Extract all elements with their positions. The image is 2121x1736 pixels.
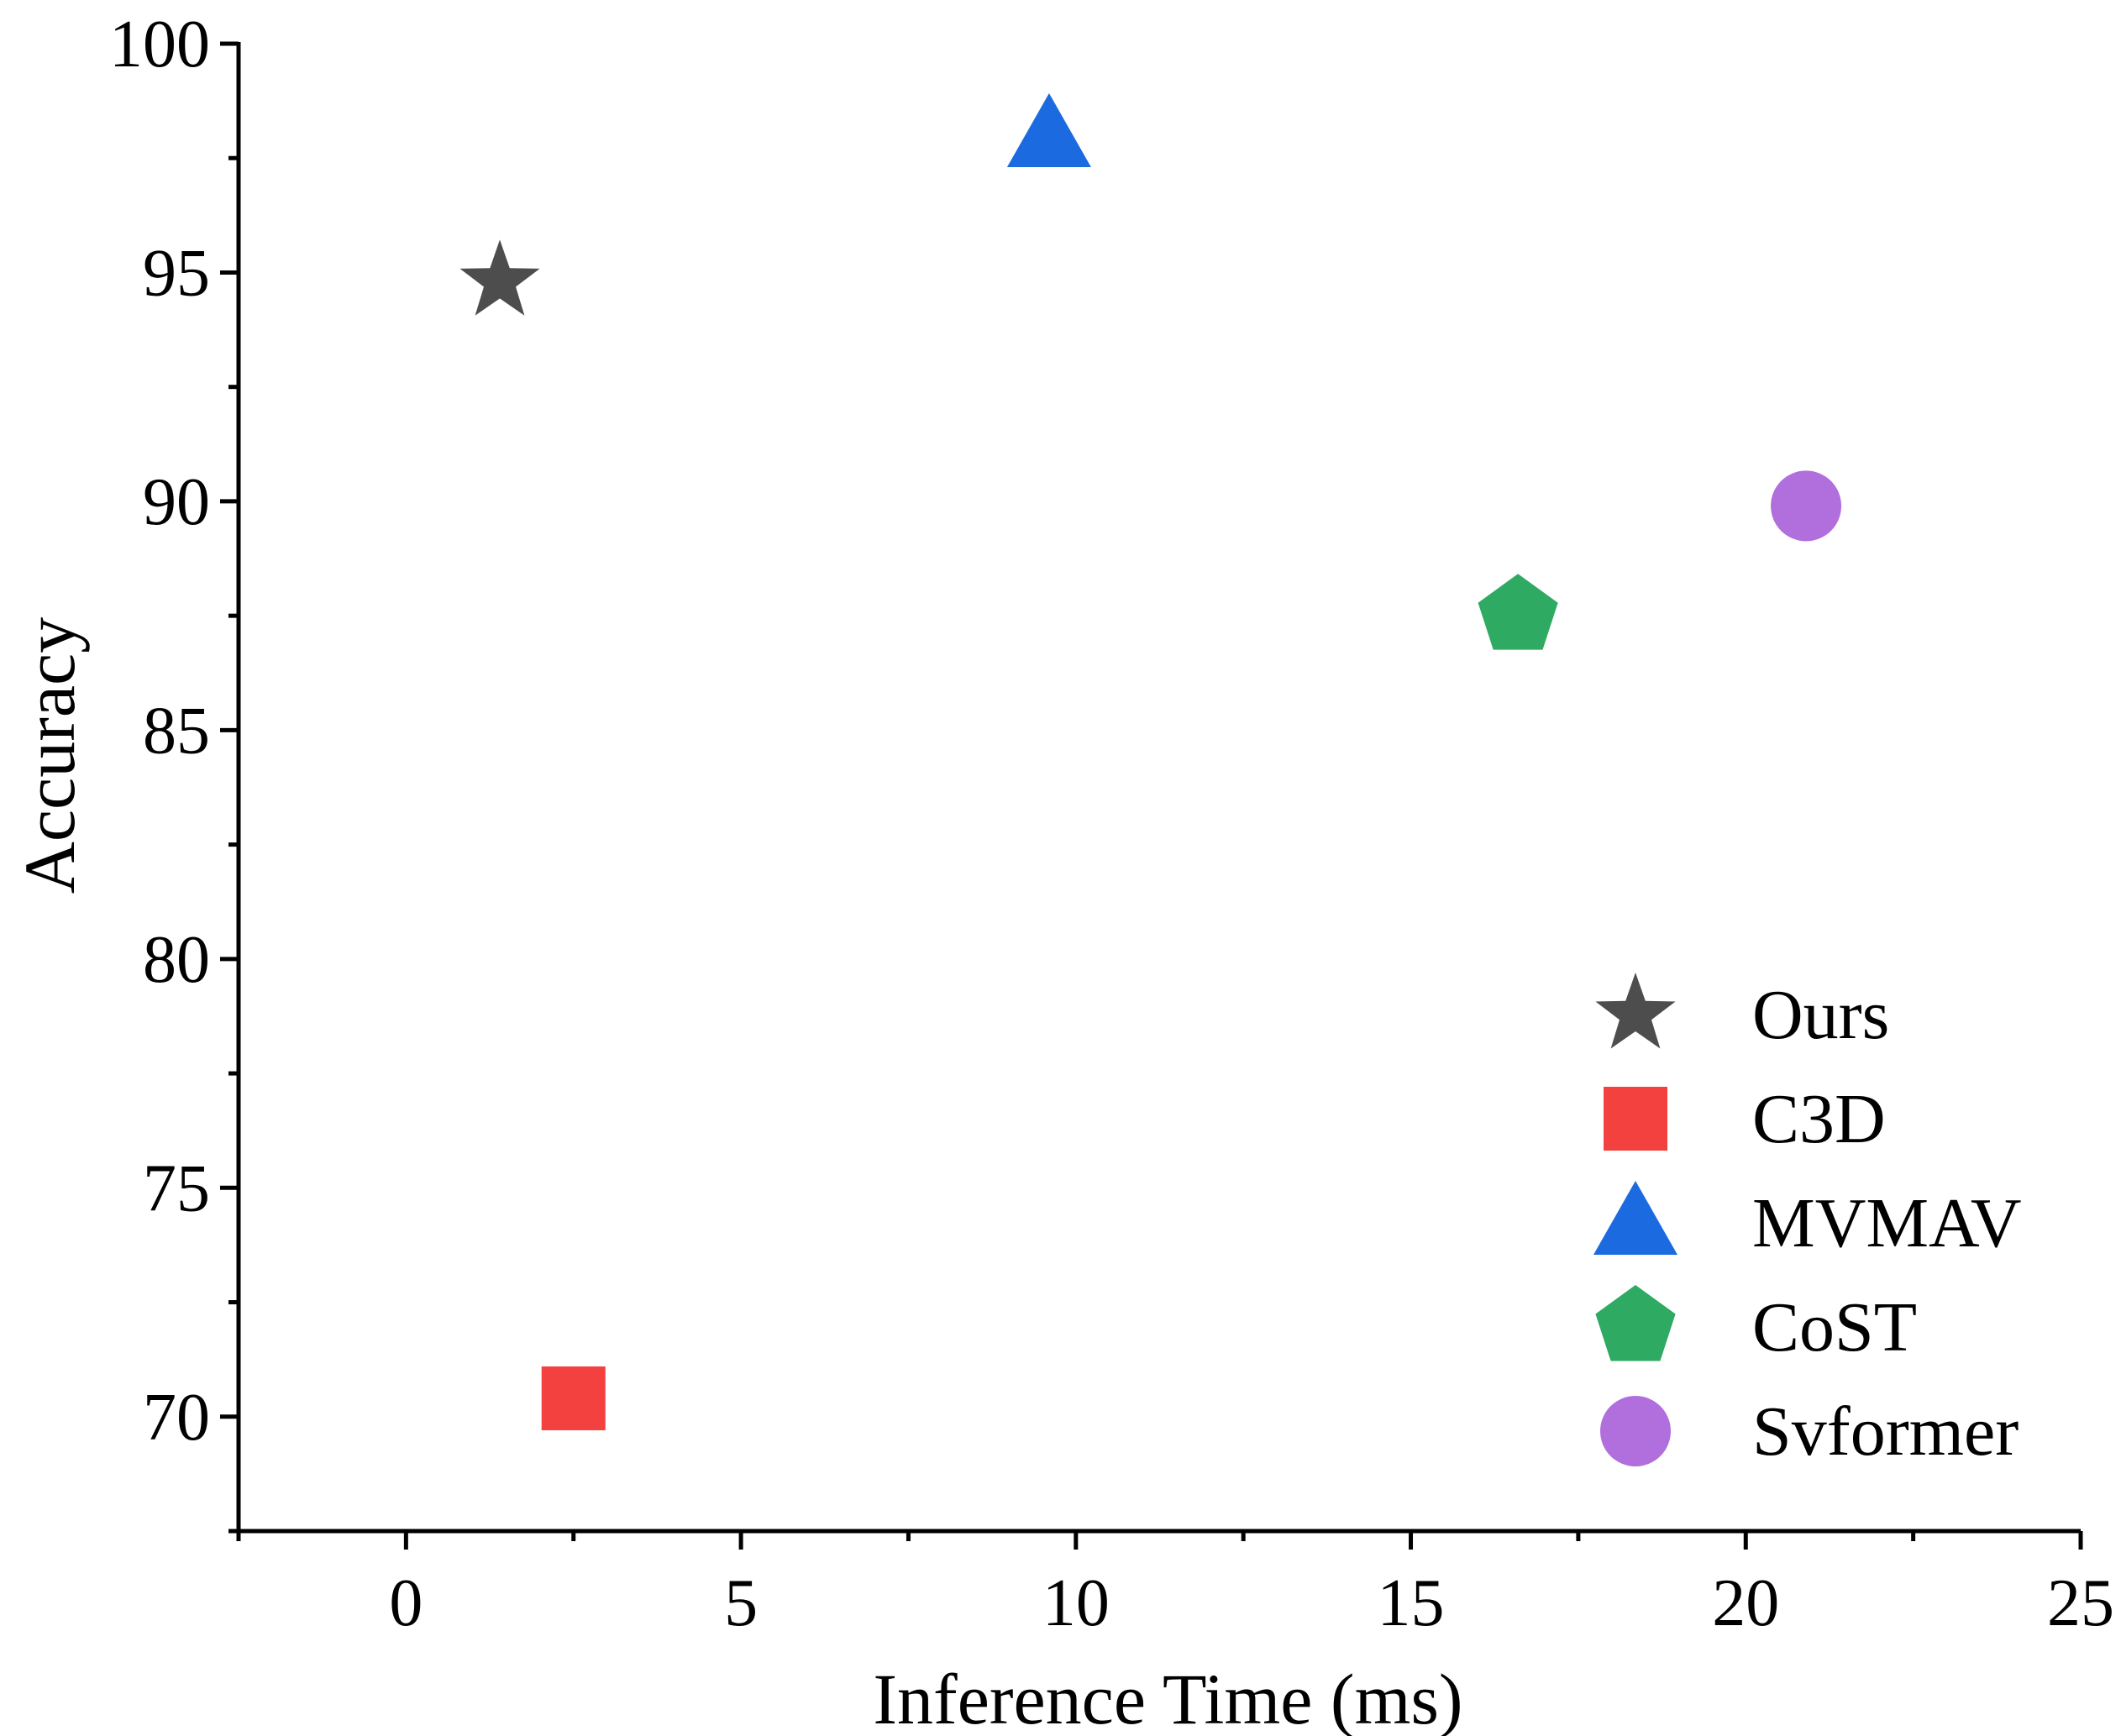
legend-label-mvmav: MVMAV — [1752, 1184, 2022, 1262]
legend-label-ours: Ours — [1752, 976, 1889, 1054]
x-tick-label: 20 — [1712, 1566, 1779, 1640]
y-tick-label: 70 — [143, 1381, 210, 1455]
ticks: 70 75 80 85 90 95 100 0 5 10 15 20 25 — [109, 8, 2114, 1640]
legend-label-cost: CoST — [1752, 1288, 1917, 1366]
legend-marker-cost — [1595, 1285, 1676, 1361]
x-tick-label: 15 — [1378, 1566, 1445, 1640]
legend-marker-mvmav — [1593, 1181, 1677, 1255]
legend: Ours C3D MVMAV CoST Svformer — [1593, 973, 2022, 1471]
x-tick-label: 5 — [724, 1566, 758, 1640]
x-tick-label: 25 — [2047, 1566, 2114, 1640]
point-cost — [1478, 574, 1558, 650]
point-ours — [459, 239, 540, 316]
point-c3d — [541, 1366, 606, 1430]
y-axis-title: Accuracy — [9, 617, 90, 894]
point-svformer — [1771, 470, 1842, 542]
y-tick-label: 80 — [143, 923, 210, 997]
y-tick-label: 100 — [109, 8, 210, 81]
y-tick-label: 90 — [143, 465, 210, 539]
legend-marker-c3d — [1604, 1087, 1667, 1151]
data-points — [459, 92, 1842, 1430]
x-tick-label: 10 — [1042, 1566, 1110, 1640]
point-mvmav — [1006, 92, 1091, 167]
legend-marker-svformer — [1600, 1396, 1671, 1466]
y-tick-label: 95 — [143, 236, 210, 310]
y-tick-label: 75 — [143, 1151, 210, 1225]
x-tick-label: 0 — [389, 1566, 423, 1640]
legend-label-c3d: C3D — [1752, 1080, 1886, 1158]
x-axis-title: Inference Time (ms) — [873, 1659, 1462, 1736]
legend-marker-ours — [1595, 973, 1676, 1049]
axes — [236, 42, 2081, 1534]
y-tick-label: 85 — [143, 694, 210, 768]
legend-label-svformer: Svformer — [1752, 1392, 2019, 1471]
